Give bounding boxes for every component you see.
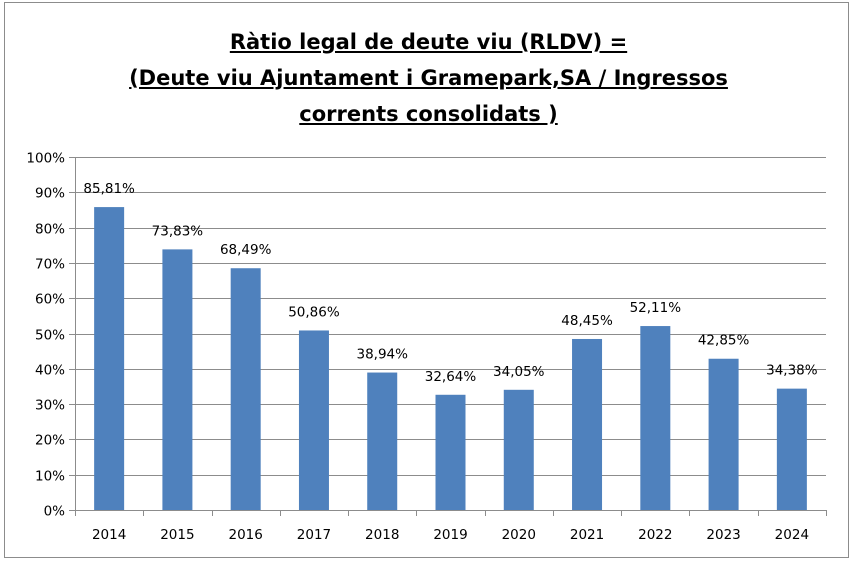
data-label-2023: 42,85%: [698, 333, 750, 349]
y-tick-label: 30%: [35, 398, 65, 414]
x-tick-label-2014: 2014: [92, 527, 126, 543]
data-label-2021: 48,45%: [561, 313, 613, 329]
bar-2019: [435, 394, 466, 510]
bar-2017: [298, 330, 329, 510]
bar-2022: [640, 326, 671, 510]
y-tick-label: 10%: [35, 469, 65, 485]
data-label-2017: 50,86%: [288, 304, 340, 320]
x-tick-label-2023: 2023: [706, 527, 740, 543]
data-label-2018: 38,94%: [356, 347, 408, 363]
y-tick-label: 40%: [35, 363, 65, 379]
chart-title-line-2: (Deute viu Ajuntament i Gramepark,SA / I…: [129, 66, 728, 90]
bar-2016: [230, 268, 261, 510]
x-tick-label-2024: 2024: [775, 527, 809, 543]
y-tick-label: 70%: [35, 257, 65, 273]
bar-2015: [162, 249, 193, 510]
bar-2023: [708, 358, 739, 510]
y-tick-label: 100%: [26, 151, 65, 167]
data-label-2022: 52,11%: [630, 300, 682, 316]
bar-2018: [367, 372, 398, 510]
y-tick-label: 50%: [35, 328, 65, 344]
data-label-2014: 85,81%: [83, 181, 135, 197]
x-tick-label-2019: 2019: [433, 527, 467, 543]
chart-frame: [4, 2, 849, 558]
y-tick-label: 60%: [35, 292, 65, 308]
chart-title: Ràtio legal de deute viu (RLDV) = (Deute…: [0, 24, 857, 132]
bar-2021: [572, 338, 603, 510]
x-tick-label-2016: 2016: [229, 527, 263, 543]
bar-2020: [503, 389, 534, 510]
chart-title-line-3: corrents consolidats ): [299, 102, 558, 126]
x-tick-label-2015: 2015: [160, 527, 194, 543]
y-tick-label: 90%: [35, 186, 65, 202]
x-tick-label-2022: 2022: [638, 527, 672, 543]
chart-title-line-1: Ràtio legal de deute viu (RLDV) =: [229, 30, 628, 54]
y-tick-label: 80%: [35, 222, 65, 238]
x-tick-label-2020: 2020: [502, 527, 536, 543]
y-tick-label: 20%: [35, 433, 65, 449]
data-label-2016: 68,49%: [220, 242, 272, 258]
data-label-2024: 34,38%: [766, 363, 818, 379]
data-label-2019: 32,64%: [425, 369, 477, 385]
bar-2014: [94, 207, 125, 510]
y-tick-label: 0%: [44, 504, 66, 520]
data-label-2015: 73,83%: [152, 223, 204, 239]
x-tick-label-2018: 2018: [365, 527, 399, 543]
x-tick-label-2017: 2017: [297, 527, 331, 543]
data-label-2020: 34,05%: [493, 364, 545, 380]
bar-2024: [776, 388, 807, 510]
x-tick-label-2021: 2021: [570, 527, 604, 543]
